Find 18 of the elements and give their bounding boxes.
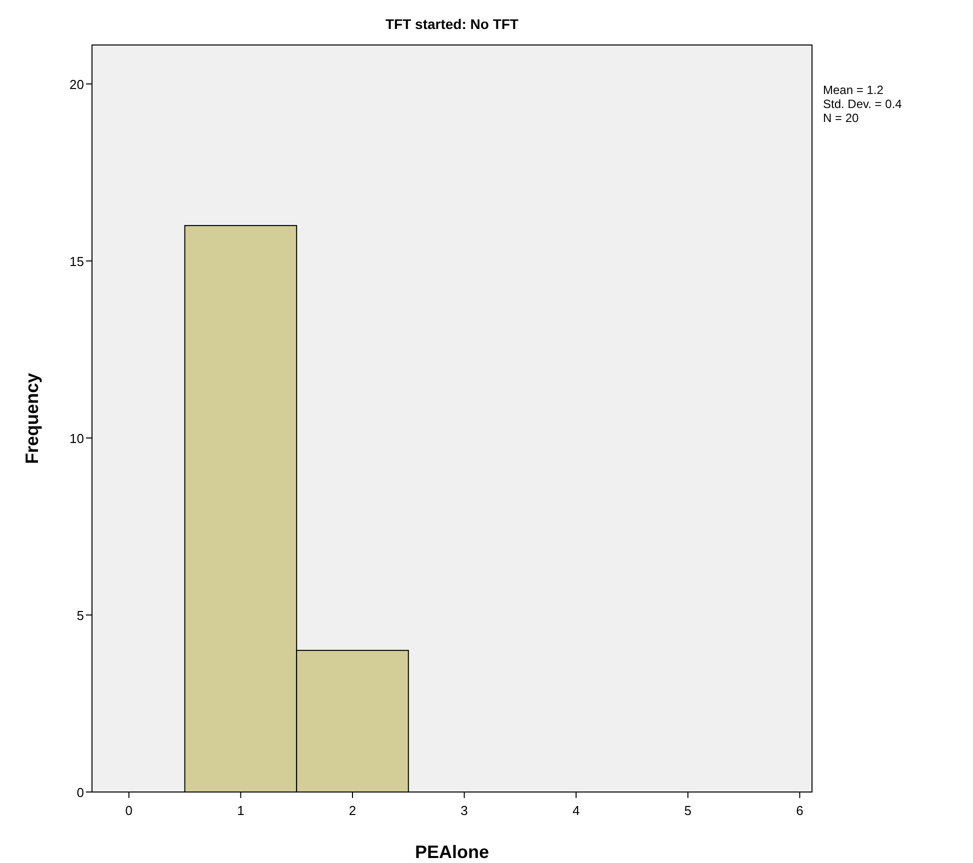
- y-tick-label: 20: [70, 76, 84, 92]
- y-tick-label: 5: [76, 608, 84, 623]
- text: Std. Dev. = 0.4: [823, 97, 902, 111]
- x-tick-label: 1: [237, 803, 244, 818]
- text: Mean = 1.2: [823, 83, 884, 97]
- y-tick-label: 15: [70, 254, 84, 269]
- x-tick-label: 3: [460, 803, 468, 818]
- y-tick-label: 10: [70, 430, 84, 446]
- x-axis-title: PEAlone: [414, 842, 490, 862]
- x-tick-label: 0: [125, 803, 133, 818]
- text: N = 20: [823, 111, 860, 125]
- y-tick-label: 0: [76, 785, 84, 800]
- x-tick-label: 6: [796, 803, 804, 818]
- chart-title: TFT started: No TFT: [386, 16, 519, 32]
- x-tick-label: 4: [572, 803, 580, 818]
- x-tick-label: 5: [684, 803, 692, 818]
- y-axis-title: Frequency: [22, 372, 42, 464]
- x-tick-label: 2: [348, 803, 356, 818]
